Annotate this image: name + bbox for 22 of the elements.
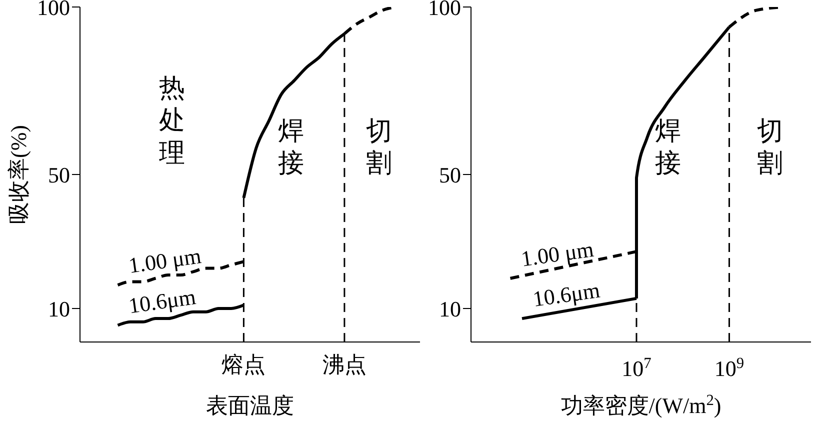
y-tick-label: 100	[37, 0, 70, 20]
y-tick-label: 100	[428, 0, 461, 20]
annotation: 切割	[756, 115, 784, 180]
x-axis-title: 表面温度	[206, 393, 294, 418]
y-tick-label: 50	[439, 162, 461, 188]
annotation: 热处理	[158, 72, 186, 170]
y-axis-title: 吸收率(%)	[6, 125, 30, 224]
x-tick-label: 沸点	[322, 352, 366, 377]
text: 1.00 μm	[126, 243, 203, 278]
y-tick-label: 10	[439, 296, 461, 322]
x-tick-label: 熔点	[222, 352, 266, 377]
x-axis-title: 功率密度/(W/m$^{2}$)	[560, 392, 722, 418]
x-tick-label: 10$^{9}$	[714, 354, 744, 381]
text: 1.00 μm	[520, 236, 596, 272]
text: 10.6μm	[126, 284, 198, 318]
annotation: 焊接	[276, 115, 305, 180]
annotation: 焊接	[654, 115, 682, 180]
y-tick-label: 50	[48, 162, 70, 188]
annotation: 切割	[365, 115, 394, 180]
x-tick-label: 10$^{7}$	[622, 354, 652, 381]
text: 10.6μm	[531, 277, 602, 312]
y-tick-label: 10	[48, 296, 70, 322]
